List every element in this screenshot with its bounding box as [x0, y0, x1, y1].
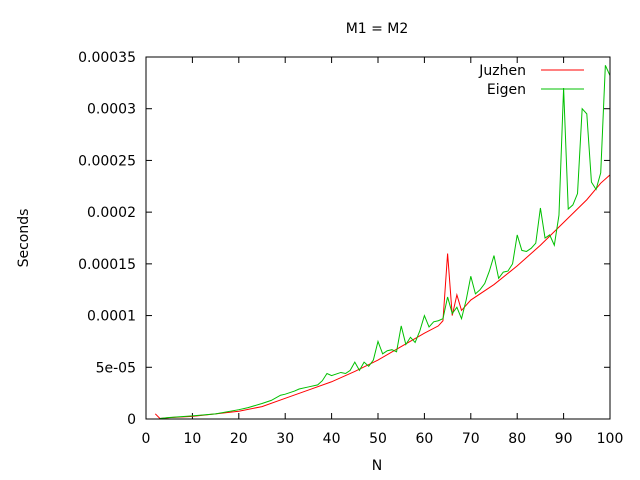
- x-tick-label: 90: [555, 431, 573, 447]
- y-tick-label: 0: [127, 412, 136, 428]
- axis-ticks: 0 10 20 30 40 50 60 70 80 90 100 0 5e-05 0.0001 0.0001…: [78, 50, 623, 447]
- series-line-juzhen: [154, 174, 611, 419]
- legend-label: Eigen: [487, 82, 526, 98]
- x-tick-label: 50: [369, 431, 387, 447]
- y-tick-label: 0.0001: [87, 309, 136, 325]
- x-tick-label: 40: [323, 431, 341, 447]
- x-tick-label: 10: [183, 431, 201, 447]
- x-tick-label: 80: [508, 431, 526, 447]
- y-tick-label: 0.00025: [78, 153, 136, 169]
- chart-title: M1 = M2: [346, 21, 409, 37]
- plot-frame: [145, 56, 611, 420]
- legend: Juzhen Eigen: [478, 63, 584, 98]
- y-tick-label: 0.0002: [87, 205, 136, 221]
- y-tick-label: 0.00035: [78, 50, 136, 66]
- y-tick-label: 0.00015: [78, 257, 136, 273]
- y-tick-label: 0.0003: [87, 102, 136, 118]
- x-tick-label: 20: [230, 431, 248, 447]
- y-axis-label: Seconds: [16, 209, 32, 268]
- series-lines: [154, 65, 611, 419]
- x-tick-label: 0: [142, 431, 151, 447]
- y-tick-label: 5e-05: [96, 360, 136, 376]
- x-axis-label: N: [372, 458, 382, 474]
- x-tick-label: 70: [462, 431, 480, 447]
- x-tick-label: 100: [597, 431, 624, 447]
- series-line-eigen: [159, 65, 611, 419]
- x-tick-label: 30: [276, 431, 294, 447]
- x-tick-label: 60: [415, 431, 433, 447]
- legend-label: Juzhen: [478, 63, 526, 79]
